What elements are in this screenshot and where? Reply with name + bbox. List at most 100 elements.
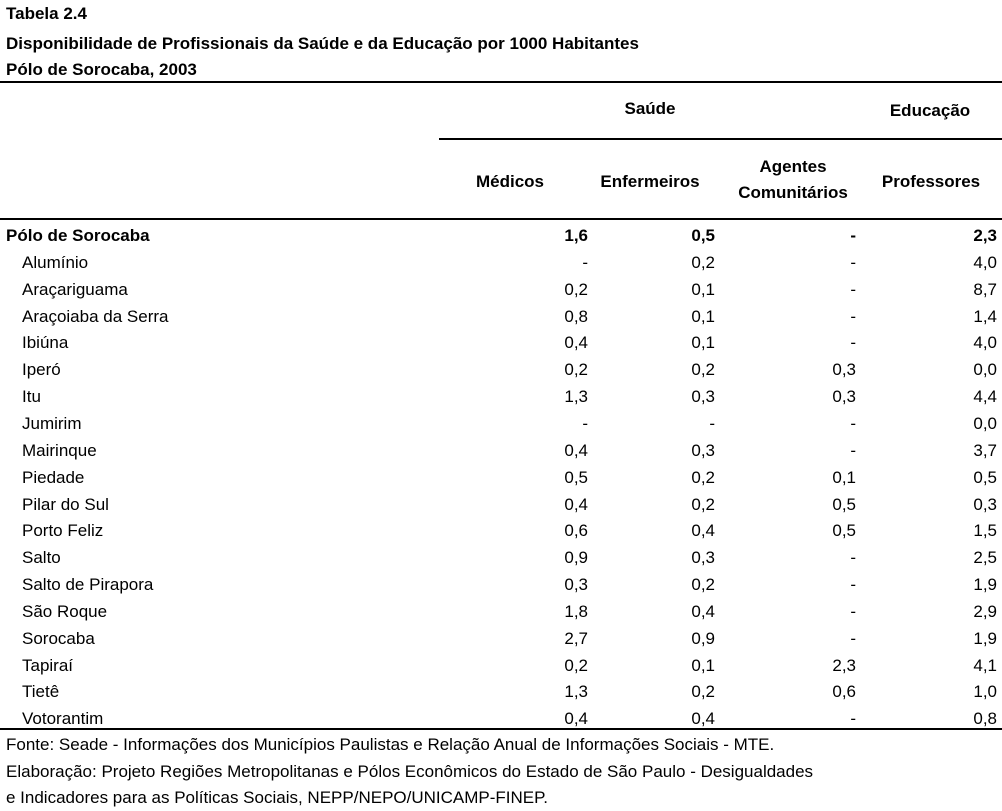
footnote-elaboration-line2: e Indicadores para as Políticas Sociais,…: [6, 788, 548, 807]
cell-agentes: -: [850, 601, 856, 621]
municipality-name: Pólo de Sorocaba: [6, 226, 150, 245]
cell-professores: 1,5: [973, 521, 997, 541]
cell-enfermeiros: 0,2: [691, 252, 715, 272]
municipality-name: Votorantim: [22, 709, 104, 729]
cell-agentes: -: [850, 548, 856, 568]
cell-enfermeiros: 0,1: [691, 279, 715, 299]
group-rule: [439, 138, 1002, 140]
cell-enfermeiros: 0,2: [691, 682, 715, 702]
cell-agentes: 0,5: [832, 521, 856, 541]
table-row: Salto 0,9 0,3 - 2,5: [0, 544, 1002, 571]
table-row: Porto Feliz 0,6 0,4 0,5 1,5: [0, 517, 1002, 544]
cell-enfermeiros: 0,4: [691, 601, 715, 621]
table-row: Araçariguama 0,2 0,1 - 8,7: [0, 276, 1002, 303]
cell-professores: 2,9: [973, 601, 997, 621]
table-row: Tietê 1,3 0,2 0,6 1,0: [0, 678, 1002, 705]
column-header-professores: Professores: [881, 172, 981, 191]
cell-professores: 4,0: [973, 252, 997, 272]
cell-medicos: 0,4: [564, 440, 588, 460]
cell-enfermeiros: 0,1: [691, 333, 715, 353]
column-header-agentes-line2: Comunitários: [738, 183, 848, 202]
table-row: Araçoiaba da Serra 0,8 0,1 - 1,4: [0, 303, 1002, 330]
table-subtitle: Pólo de Sorocaba, 2003: [6, 60, 197, 79]
cell-medicos: -: [582, 413, 588, 433]
municipality-name: Pilar do Sul: [22, 494, 109, 514]
table-label: Tabela 2.4: [6, 4, 87, 23]
cell-enfermeiros: 0,2: [691, 494, 715, 514]
cell-professores: 4,1: [973, 655, 997, 675]
cell-professores: 3,7: [973, 440, 997, 460]
footnote-elaboration-line1: Elaboração: Projeto Regiões Metropolitan…: [6, 762, 814, 781]
municipality-name: São Roque: [22, 601, 108, 621]
group-header-educacao: Educação: [889, 101, 971, 120]
cell-professores: 0,5: [973, 467, 997, 487]
municipality-name: Mairinque: [22, 440, 97, 460]
table-row: Pilar do Sul 0,4 0,2 0,5 0,3: [0, 491, 1002, 518]
cell-medicos: 1,3: [564, 387, 588, 407]
cell-agentes: -: [850, 226, 856, 245]
cell-agentes: -: [850, 333, 856, 353]
cell-agentes: -: [850, 575, 856, 595]
group-header-saude: Saúde: [624, 99, 676, 118]
column-header-enfermeiros: Enfermeiros: [600, 172, 700, 191]
cell-professores: 4,4: [973, 387, 997, 407]
cell-medicos: 0,4: [564, 333, 588, 353]
cell-professores: 1,4: [973, 306, 997, 326]
cell-enfermeiros: 0,2: [691, 467, 715, 487]
cell-enfermeiros: 0,3: [691, 440, 715, 460]
cell-agentes: -: [850, 252, 856, 272]
municipality-name: Alumínio: [22, 252, 89, 272]
cell-medicos: 0,8: [564, 306, 588, 326]
table-row: Ibiúna 0,4 0,1 - 4,0: [0, 329, 1002, 356]
cell-medicos: 0,2: [564, 279, 588, 299]
cell-enfermeiros: 0,5: [691, 226, 715, 245]
cell-medicos: 0,3: [564, 575, 588, 595]
municipality-name: Itu: [22, 387, 41, 407]
table-row: Tapiraí 0,2 0,1 2,3 4,1: [0, 652, 1002, 679]
cell-professores: 0,3: [973, 494, 997, 514]
cell-medicos: -: [582, 252, 588, 272]
footnote-source: Fonte: Seade - Informações dos Município…: [6, 735, 775, 754]
municipality-name: Tietê: [22, 682, 60, 702]
cell-professores: 2,5: [973, 548, 997, 568]
cell-medicos: 0,2: [564, 360, 588, 380]
table-row: São Roque 1,8 0,4 - 2,9: [0, 598, 1002, 625]
column-header-medicos: Médicos: [475, 172, 545, 191]
cell-medicos: 0,2: [564, 655, 588, 675]
cell-professores: 1,9: [973, 575, 997, 595]
cell-professores: 4,0: [973, 333, 997, 353]
cell-agentes: -: [850, 628, 856, 648]
cell-agentes: 0,1: [832, 467, 856, 487]
cell-agentes: -: [850, 440, 856, 460]
table-row: Salto de Pirapora 0,3 0,2 - 1,9: [0, 571, 1002, 598]
cell-agentes: -: [850, 306, 856, 326]
cell-professores: 0,0: [973, 360, 997, 380]
table-row: Iperó 0,2 0,2 0,3 0,0: [0, 356, 1002, 383]
municipality-name: Iperó: [22, 360, 61, 380]
cell-professores: 2,3: [973, 226, 997, 245]
cell-agentes: 0,3: [832, 387, 856, 407]
cell-enfermeiros: 0,1: [691, 655, 715, 675]
table-row: Sorocaba 2,7 0,9 - 1,9: [0, 625, 1002, 652]
municipality-name: Ibiúna: [22, 333, 69, 353]
cell-medicos: 0,4: [564, 494, 588, 514]
cell-agentes: 0,5: [832, 494, 856, 514]
municipality-name: Salto de Pirapora: [22, 575, 154, 595]
total-row: Pólo de Sorocaba 1,6 0,5 - 2,3: [0, 222, 1002, 249]
municipality-name: Porto Feliz: [22, 521, 104, 541]
cell-enfermeiros: 0,3: [691, 387, 715, 407]
cell-enfermeiros: 0,3: [691, 548, 715, 568]
cell-medicos: 0,9: [564, 548, 588, 568]
cell-medicos: 1,8: [564, 601, 588, 621]
municipality-name: Piedade: [22, 467, 85, 487]
cell-agentes: 2,3: [832, 655, 856, 675]
municipality-name: Araçariguama: [22, 279, 128, 299]
cell-professores: 1,0: [973, 682, 997, 702]
table-row: Piedade 0,5 0,2 0,1 0,5: [0, 464, 1002, 491]
cell-medicos: 2,7: [564, 628, 588, 648]
municipality-name: Salto: [22, 548, 61, 568]
top-rule: [0, 81, 1002, 83]
municipality-name: Araçoiaba da Serra: [22, 306, 169, 326]
table-row: Mairinque 0,4 0,3 - 3,7: [0, 437, 1002, 464]
cell-medicos: 1,3: [564, 682, 588, 702]
